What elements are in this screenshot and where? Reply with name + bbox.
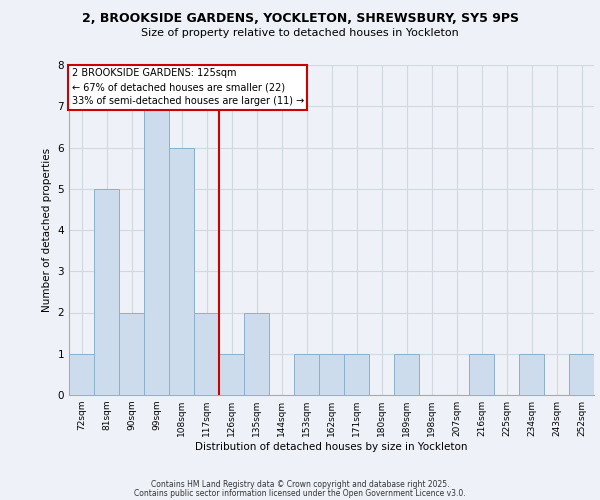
Text: Size of property relative to detached houses in Yockleton: Size of property relative to detached ho…: [141, 28, 459, 38]
Bar: [119, 312, 144, 395]
Bar: [519, 354, 544, 395]
Bar: [294, 354, 319, 395]
Bar: [394, 354, 419, 395]
Text: 2 BROOKSIDE GARDENS: 125sqm
← 67% of detached houses are smaller (22)
33% of sem: 2 BROOKSIDE GARDENS: 125sqm ← 67% of det…: [71, 68, 304, 106]
X-axis label: Distribution of detached houses by size in Yockleton: Distribution of detached houses by size …: [195, 442, 468, 452]
Bar: [319, 354, 344, 395]
Text: 2, BROOKSIDE GARDENS, YOCKLETON, SHREWSBURY, SY5 9PS: 2, BROOKSIDE GARDENS, YOCKLETON, SHREWSB…: [82, 12, 518, 26]
Bar: [94, 188, 119, 395]
Y-axis label: Number of detached properties: Number of detached properties: [42, 148, 52, 312]
Bar: [69, 354, 94, 395]
Text: Contains public sector information licensed under the Open Government Licence v3: Contains public sector information licen…: [134, 488, 466, 498]
Bar: [344, 354, 369, 395]
Bar: [144, 106, 169, 395]
Bar: [244, 312, 269, 395]
Bar: [219, 354, 244, 395]
Bar: [169, 148, 194, 395]
Bar: [194, 312, 219, 395]
Bar: [569, 354, 594, 395]
Bar: [469, 354, 494, 395]
Text: Contains HM Land Registry data © Crown copyright and database right 2025.: Contains HM Land Registry data © Crown c…: [151, 480, 449, 489]
